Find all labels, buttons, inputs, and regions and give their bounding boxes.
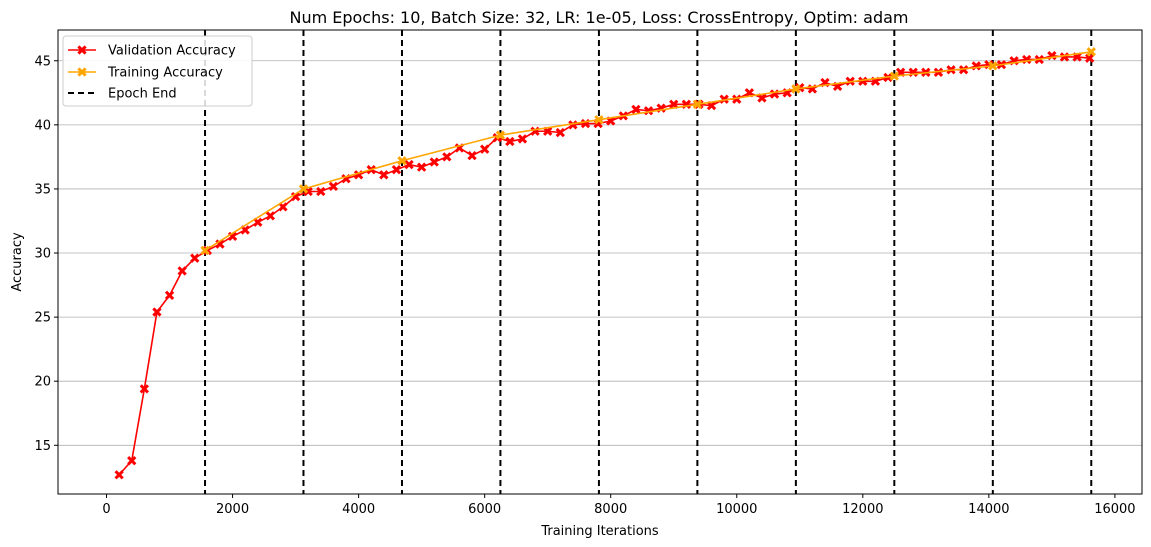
- validation-accuracy-point: [215, 239, 225, 249]
- validation-accuracy-point: [732, 94, 742, 104]
- validation-accuracy-point: [568, 120, 578, 130]
- training-accuracy-point: [889, 71, 899, 81]
- legend-marker-validation-accuracy: [77, 45, 87, 55]
- validation-accuracy-point: [164, 290, 175, 300]
- validation-accuracy-point: [719, 94, 729, 104]
- validation-accuracy-point: [480, 144, 490, 154]
- x-tick-label: 10000: [716, 502, 757, 517]
- validation-accuracy-point: [328, 181, 339, 192]
- validation-accuracy-point: [631, 104, 641, 115]
- training-accuracy-point: [200, 245, 210, 256]
- validation-accuracy-point: [404, 159, 414, 170]
- validation-accuracy-point: [379, 170, 389, 180]
- validation-accuracy-point: [152, 307, 162, 317]
- validation-accuracy-point: [265, 211, 276, 221]
- validation-accuracy-point: [114, 470, 124, 480]
- y-tick-label: 35: [34, 182, 51, 197]
- x-tick-label: 2000: [216, 502, 249, 517]
- training-accuracy-line: [204, 50, 1092, 252]
- y-tick-label: 45: [34, 54, 51, 69]
- validation-accuracy-point: [429, 157, 439, 167]
- y-axis: 15 20 25 30 35 40 45: [34, 54, 58, 454]
- validation-accuracy-point: [391, 165, 402, 175]
- legend-label-validation-accuracy: Validation Accuracy: [108, 44, 236, 59]
- y-axis-label: Accuracy: [10, 232, 25, 292]
- validation-accuracy-point: [555, 127, 565, 138]
- legend-marker-training-accuracy: [77, 67, 87, 77]
- validation-accuracy-point: [290, 191, 301, 202]
- validation-accuracy-point: [1085, 53, 1095, 63]
- validation-accuracy-point: [316, 186, 326, 197]
- training-accuracy-point: [791, 84, 801, 94]
- x-tick-label: 8000: [594, 502, 627, 517]
- training-accuracy-point: [298, 184, 309, 194]
- x-axis-label: Training Iterations: [540, 524, 659, 539]
- chart-title: Num Epochs: 10, Batch Size: 32, LR: 1e-0…: [289, 8, 908, 27]
- y-tick-label: 15: [34, 439, 51, 454]
- training-accuracy-point: [594, 115, 604, 125]
- validation-accuracy-point: [127, 456, 137, 466]
- x-axis: 0 2000 4000 6000 8000 10000 12000 14000 16000: [102, 494, 1136, 517]
- validation-accuracy-point: [278, 202, 288, 212]
- training-accuracy-series: [200, 47, 1096, 256]
- training-accuracy-point: [495, 130, 506, 140]
- y-tick-label: 25: [34, 311, 51, 326]
- x-tick-label: 12000: [842, 502, 883, 517]
- legend-label-epoch-end: Epoch End: [108, 87, 177, 102]
- validation-accuracy-point: [177, 266, 187, 276]
- x-tick-label: 6000: [468, 502, 501, 517]
- training-accuracy-point: [692, 99, 703, 110]
- x-tick-label: 4000: [342, 502, 375, 517]
- validation-accuracy-series: [114, 50, 1095, 480]
- validation-accuracy-point: [467, 150, 477, 161]
- validation-accuracy-point: [669, 99, 679, 110]
- validation-accuracy-point: [416, 162, 427, 172]
- y-tick-label: 20: [34, 375, 51, 390]
- y-tick-label: 30: [34, 247, 51, 262]
- legend-box: [62, 35, 253, 107]
- x-tick-label: 16000: [1094, 502, 1135, 517]
- legend: Validation Accuracy Training Accuracy Epoc…: [62, 35, 253, 107]
- validation-accuracy-point: [757, 93, 767, 103]
- validation-accuracy-point: [517, 134, 528, 144]
- training-accuracy-point: [988, 61, 998, 71]
- x-tick-label: 0: [102, 502, 110, 517]
- legend-label-training-accuracy: Training Accuracy: [107, 66, 223, 81]
- training-accuracy-point: [397, 156, 407, 166]
- validation-accuracy-point: [505, 136, 515, 147]
- validation-accuracy-point: [858, 76, 868, 86]
- epoch-end-lines: [204, 30, 1093, 494]
- validation-accuracy-point: [958, 65, 969, 75]
- series-layer: [114, 47, 1096, 480]
- y-tick-label: 40: [34, 118, 51, 133]
- x-tick-label: 14000: [968, 502, 1009, 517]
- validation-accuracy-point: [442, 152, 452, 162]
- training-accuracy-point: [1086, 47, 1096, 57]
- plot-frame: [57, 29, 1143, 495]
- validation-accuracy-point: [139, 384, 150, 394]
- validation-accuracy-point: [190, 253, 200, 263]
